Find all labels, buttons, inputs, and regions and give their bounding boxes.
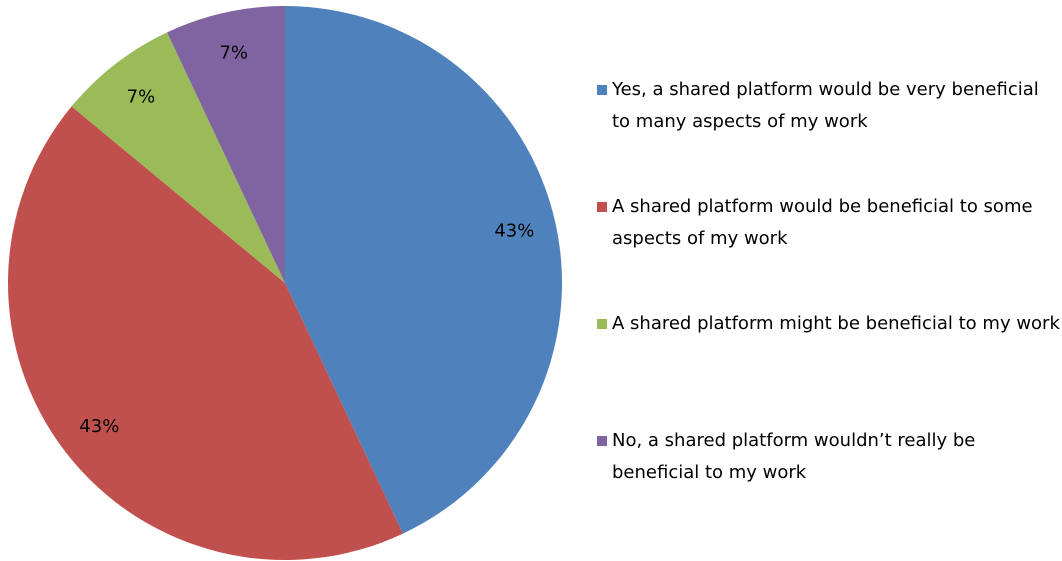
legend-entry: Yes, a shared platform would be very ben…	[597, 74, 1062, 138]
pie-area: 43% 43% 7% 7%	[8, 6, 562, 560]
data-label: 43%	[494, 221, 534, 242]
data-label: 7%	[219, 43, 248, 64]
pie-slice	[8, 106, 403, 560]
legend-entry: A shared platform would be beneficial to…	[597, 191, 1062, 255]
pie-slice	[285, 6, 562, 534]
legend-entry: A shared platform might be beneficial to…	[597, 308, 1062, 340]
legend-label: A shared platform would be beneficial to…	[612, 196, 1033, 249]
legend-swatch	[597, 85, 607, 95]
legend-label: Yes, a shared platform would be very ben…	[612, 79, 1039, 132]
data-label: 43%	[79, 416, 119, 437]
legend-swatch	[597, 319, 607, 329]
legend-label: No, a shared platform wouldn’t really be…	[612, 430, 976, 483]
legend-swatch	[597, 436, 607, 446]
legend-swatch	[597, 202, 607, 212]
data-label: 7%	[127, 86, 156, 107]
legend-entry: No, a shared platform wouldn’t really be…	[597, 425, 1062, 489]
pie-slice	[71, 32, 285, 283]
legend-label: A shared platform might be beneficial to…	[612, 313, 1060, 334]
pie-slice	[167, 6, 285, 283]
